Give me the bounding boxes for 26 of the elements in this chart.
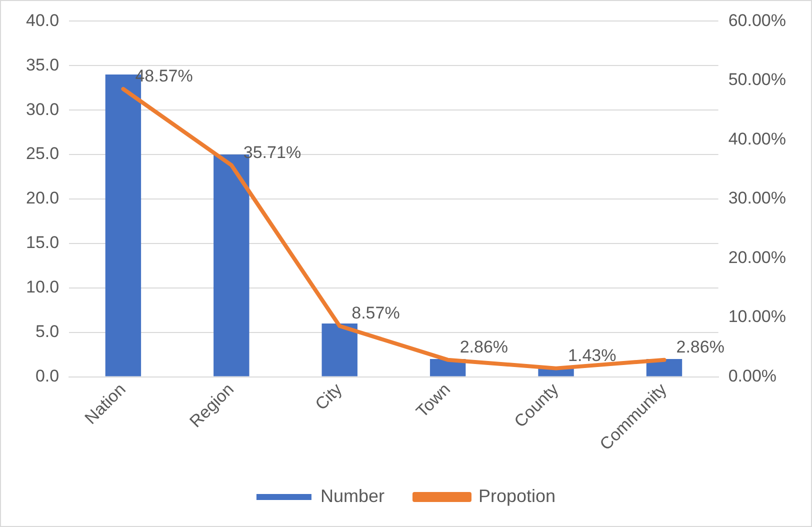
y2-tick-label: 10.00%: [728, 307, 786, 326]
data-label: 35.71%: [243, 142, 302, 162]
y2-tick-label: 30.00%: [728, 188, 786, 208]
y-tick-label: 0.0: [35, 366, 60, 386]
y2-tick-label: 40.00%: [728, 129, 786, 148]
bar: [322, 323, 358, 376]
y-tick-label: 30.0: [26, 100, 60, 119]
y-tick-label: 20.0: [26, 188, 60, 208]
data-label: 1.43%: [568, 346, 616, 366]
y-tick-label: 35.0: [26, 55, 60, 74]
y2-tick-label: 0.00%: [728, 366, 777, 386]
legend-label: Number: [320, 486, 384, 506]
data-label: 2.86%: [460, 338, 508, 357]
y-tick-label: 25.0: [26, 144, 60, 164]
y-tick-label: 40.0: [26, 10, 60, 30]
data-label: 48.57%: [135, 66, 193, 86]
data-label: 2.86%: [676, 338, 724, 357]
y2-tick-label: 60.00%: [728, 10, 786, 30]
data-label: 8.57%: [352, 304, 400, 323]
x-tick-label: City: [312, 379, 346, 414]
y2-tick-label: 50.00%: [728, 70, 786, 90]
y-tick-label: 10.0: [26, 278, 60, 297]
y2-tick-label: 20.00%: [728, 248, 786, 267]
y-tick-label: 15.0: [26, 233, 60, 252]
y-tick-label: 5.0: [35, 322, 60, 342]
legend-label: Propotion: [478, 486, 556, 506]
